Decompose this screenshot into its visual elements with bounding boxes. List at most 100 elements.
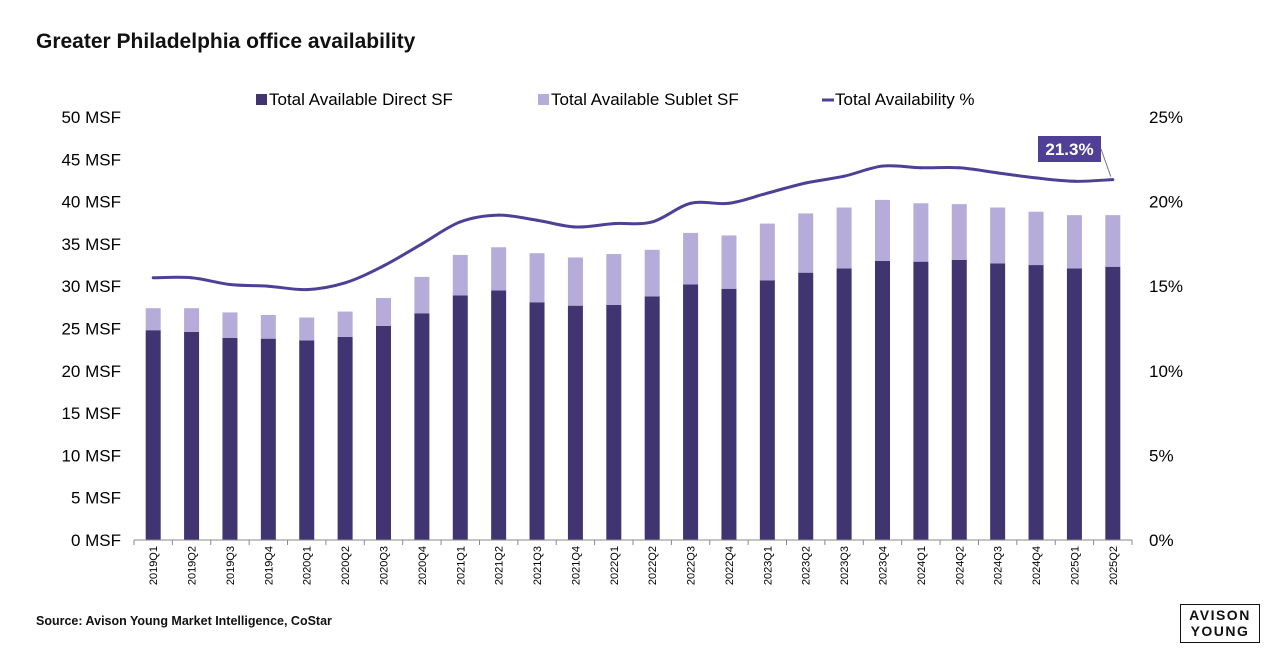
bar-sublet-2025Q1 — [1066, 215, 1082, 269]
availability-point-2020Q4 — [420, 242, 424, 246]
availability-point-2021Q3 — [535, 218, 539, 222]
legend-label-availability: Total Availability % — [835, 90, 975, 109]
x-tick-label: 2020Q1 — [302, 546, 314, 585]
bar-sublet-2024Q4 — [1028, 211, 1044, 266]
bar-direct-2020Q4 — [414, 313, 430, 540]
bar-direct-2021Q1 — [452, 295, 468, 540]
bar-sublet-2024Q3 — [990, 207, 1006, 264]
availability-point-2024Q4 — [1034, 176, 1038, 180]
x-tick-label: 2021Q3 — [532, 546, 544, 585]
bar-direct-2023Q1 — [759, 280, 775, 540]
y-right-tick-label: 10% — [1149, 362, 1183, 381]
bar-sublet-2019Q4 — [260, 314, 276, 339]
x-tick-label: 2021Q2 — [494, 546, 506, 585]
bar-direct-2019Q4 — [260, 338, 276, 540]
y-right-tick-label: 5% — [1149, 446, 1174, 465]
bar-sublet-2019Q3 — [222, 312, 238, 338]
bar-sublet-2020Q2 — [337, 311, 353, 337]
availability-point-2022Q3 — [689, 201, 693, 205]
bar-direct-2019Q3 — [222, 337, 238, 540]
x-tick-label: 2024Q1 — [916, 546, 928, 585]
availability-line — [153, 164, 1113, 292]
y-right-tick-label: 25% — [1149, 108, 1183, 127]
bar-sublet-2023Q4 — [875, 199, 890, 261]
bar-direct-2021Q4 — [567, 305, 583, 540]
bar-sublet-2023Q2 — [798, 213, 814, 273]
bar-sublet-2024Q2 — [951, 204, 967, 260]
bar-sublet-2021Q1 — [452, 254, 468, 296]
x-tick-label: 2022Q2 — [647, 546, 659, 585]
availability-point-2023Q4 — [881, 164, 884, 168]
bar-direct-2021Q3 — [529, 302, 545, 540]
logo-line-2: YOUNG — [1190, 623, 1250, 639]
bar-direct-2022Q1 — [606, 304, 622, 540]
bar-direct-2020Q3 — [376, 325, 391, 540]
availability-point-2020Q1 — [305, 288, 309, 292]
y-left-tick-label: 50 MSF — [61, 108, 121, 127]
y-left-tick-label: 25 MSF — [61, 320, 121, 339]
bar-direct-2024Q3 — [990, 263, 1006, 540]
availability-point-2019Q2 — [190, 276, 194, 280]
availability-point-2022Q4 — [727, 201, 731, 205]
bar-direct-2025Q1 — [1066, 268, 1082, 540]
bar-direct-2020Q2 — [337, 336, 353, 540]
bar-sublet-2021Q2 — [491, 247, 507, 291]
legend-swatch-sublet — [538, 94, 549, 105]
bar-sublet-2020Q1 — [299, 317, 315, 341]
availability-chart: Total Available Direct SF Total Available… — [61, 90, 1183, 585]
bar-direct-2024Q2 — [951, 259, 967, 540]
x-tick-label: 2022Q1 — [609, 546, 621, 585]
availability-point-2019Q1 — [151, 276, 155, 280]
bar-direct-2023Q2 — [798, 272, 814, 540]
y-left-tick-label: 35 MSF — [61, 235, 121, 254]
x-tick-label: 2019Q4 — [263, 546, 275, 585]
annotation-leader — [1100, 148, 1112, 177]
availability-point-2024Q2 — [957, 166, 961, 170]
bar-sublet-2022Q1 — [606, 254, 622, 305]
bar-sublet-2023Q1 — [759, 223, 775, 281]
x-tick-label: 2024Q4 — [1031, 546, 1043, 585]
bar-direct-2022Q2 — [644, 296, 660, 540]
chart-title: Greater Philadelphia office availability — [36, 30, 416, 53]
availability-point-2021Q2 — [497, 213, 501, 217]
bar-sublet-2022Q2 — [644, 249, 660, 297]
bar-sublet-2020Q4 — [414, 276, 430, 314]
y-left-tick-label: 15 MSF — [61, 404, 121, 423]
availability-point-2020Q3 — [382, 264, 385, 268]
bar-direct-2020Q1 — [299, 340, 315, 540]
annotation-box — [1038, 136, 1101, 162]
x-tick-label: 2019Q3 — [225, 546, 237, 585]
annotation-label: 21.3% — [1045, 140, 1093, 159]
bar-direct-2021Q2 — [491, 290, 507, 540]
y-right-tick-label: 20% — [1149, 193, 1183, 212]
availability-point-2023Q1 — [765, 191, 769, 195]
x-tick-label: 2021Q4 — [570, 546, 582, 585]
availability-point-2019Q3 — [228, 283, 232, 287]
availability-point-2024Q3 — [996, 171, 1000, 175]
source-note: Source: Avison Young Market Intelligence… — [36, 614, 332, 628]
legend-swatch-direct — [256, 94, 267, 105]
x-tick-label: 2025Q2 — [1108, 546, 1120, 585]
bar-sublet-2022Q3 — [683, 232, 699, 285]
logo-line-1: AVISON — [1189, 607, 1251, 623]
bar-direct-2019Q1 — [145, 330, 161, 540]
x-tick-label: 2023Q1 — [762, 546, 774, 585]
bar-direct-2022Q3 — [683, 284, 699, 540]
bar-direct-2022Q4 — [721, 288, 737, 540]
availability-point-2019Q4 — [266, 284, 270, 288]
availability-point-2023Q2 — [804, 181, 808, 185]
x-tick-label: 2020Q3 — [379, 546, 391, 585]
bar-direct-2024Q4 — [1028, 265, 1044, 540]
x-tick-label: 2023Q3 — [839, 546, 851, 585]
x-tick-label: 2021Q1 — [455, 546, 467, 585]
legend-label-direct: Total Available Direct SF — [269, 90, 453, 109]
y-left-tick-label: 30 MSF — [61, 277, 121, 296]
x-tick-label: 2023Q4 — [878, 546, 890, 585]
y-right-tick-label: 0% — [1149, 531, 1174, 550]
y-left-tick-label: 0 MSF — [71, 531, 121, 550]
bar-direct-2024Q1 — [913, 261, 929, 540]
x-tick-label: 2020Q4 — [417, 546, 429, 585]
bar-sublet-2019Q1 — [145, 308, 161, 331]
x-tick-label: 2024Q3 — [993, 546, 1005, 585]
x-tick-label: 2019Q1 — [148, 546, 160, 585]
